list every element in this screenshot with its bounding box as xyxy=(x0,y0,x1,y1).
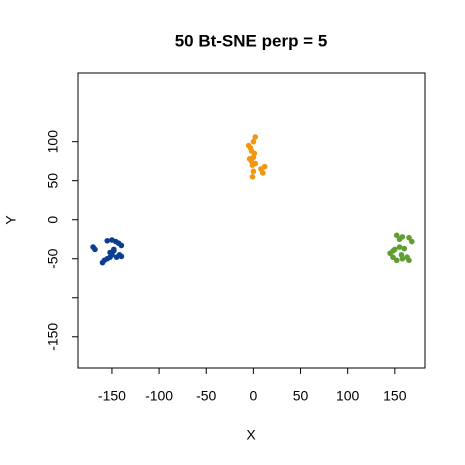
x-tick-label: 50 xyxy=(293,388,309,404)
point xyxy=(393,257,400,264)
point xyxy=(261,163,268,170)
y-tick-label: -150 xyxy=(45,323,61,351)
x-tick-label: 100 xyxy=(336,388,360,404)
point xyxy=(249,173,256,180)
x-tick-label: 150 xyxy=(383,388,407,404)
point xyxy=(107,249,113,256)
point xyxy=(390,254,396,260)
chart-title: 50 Bt-SNE perp = 5 xyxy=(175,31,328,50)
x-tick-label: -150 xyxy=(98,388,126,404)
point xyxy=(406,257,412,264)
point xyxy=(260,170,266,176)
point xyxy=(408,238,415,245)
point xyxy=(398,252,405,258)
point xyxy=(392,246,398,253)
point xyxy=(118,242,125,249)
y-axis-label: Y xyxy=(3,215,19,225)
y-tick-label: -50 xyxy=(45,248,61,268)
point xyxy=(92,246,98,253)
point xyxy=(396,244,403,250)
point xyxy=(399,234,406,240)
point xyxy=(387,250,393,257)
point xyxy=(118,253,125,260)
y-tick-label: 50 xyxy=(45,173,61,189)
x-tick-label: -100 xyxy=(145,388,173,404)
x-axis-label: X xyxy=(246,427,256,443)
point xyxy=(250,138,257,145)
point xyxy=(393,232,400,239)
point xyxy=(406,234,412,241)
point xyxy=(104,237,111,244)
point xyxy=(246,156,253,162)
plot-frame xyxy=(77,72,426,369)
y-tick-label: 0 xyxy=(45,216,61,224)
point xyxy=(111,246,117,253)
point xyxy=(252,134,259,140)
point xyxy=(252,160,259,167)
x-tick-label: 0 xyxy=(249,388,257,404)
point xyxy=(401,245,408,252)
y-tick-label: 100 xyxy=(45,130,61,154)
x-tick-label: -50 xyxy=(196,388,216,404)
point xyxy=(250,168,257,175)
point xyxy=(251,150,258,157)
